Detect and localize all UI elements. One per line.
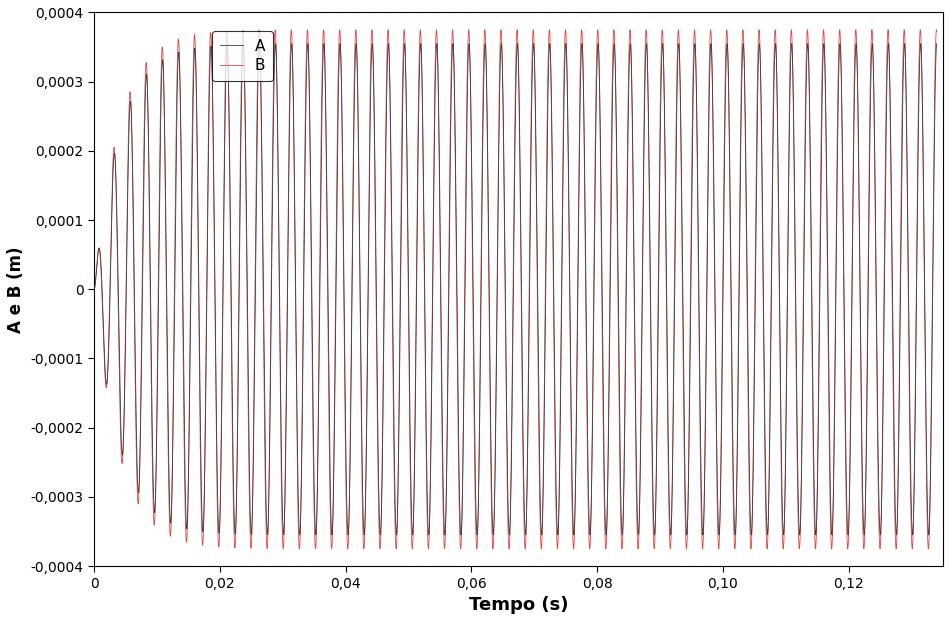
Line: A: A	[94, 43, 937, 535]
A	[694, 436, 706, 443]
Y-axis label: A e B (m): A e B (m)	[7, 246, 25, 332]
A	[196, 469, 207, 476]
B	[88, 286, 100, 293]
B	[728, 497, 739, 504]
Line: B: B	[94, 30, 937, 549]
A	[794, 531, 806, 538]
X-axis label: Tempo (s): Tempo (s)	[468, 596, 568, 614]
B	[264, 440, 276, 448]
A	[264, 455, 276, 462]
A	[88, 286, 100, 293]
Legend: A, B: A, B	[212, 31, 273, 81]
B	[694, 468, 706, 475]
B	[826, 545, 837, 553]
B	[536, 545, 547, 552]
B	[931, 28, 942, 35]
A	[512, 40, 523, 47]
B	[226, 413, 238, 420]
A	[536, 530, 547, 537]
A	[728, 467, 739, 474]
B	[196, 498, 207, 505]
B	[543, 26, 555, 34]
A	[226, 379, 238, 387]
A	[931, 40, 942, 47]
